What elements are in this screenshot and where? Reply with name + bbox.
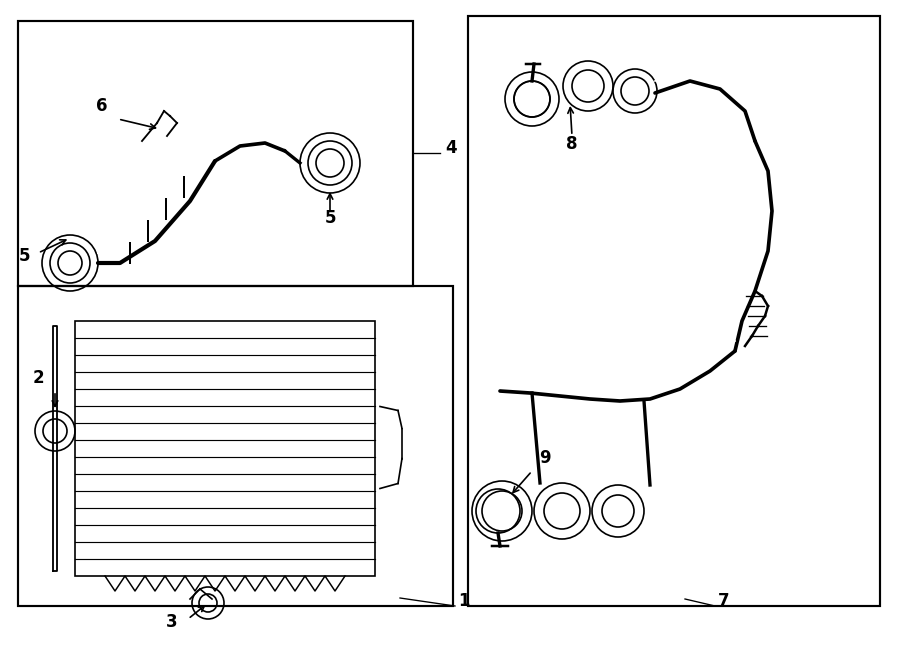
Bar bbox=[75, 321, 375, 576]
Text: 6: 6 bbox=[96, 97, 108, 115]
Text: 3: 3 bbox=[166, 613, 178, 631]
Text: 7: 7 bbox=[718, 592, 730, 610]
Text: 5: 5 bbox=[19, 247, 31, 265]
Text: 4: 4 bbox=[445, 139, 456, 157]
Bar bbox=[18, 286, 453, 606]
Bar bbox=[468, 16, 880, 606]
Text: 9: 9 bbox=[539, 449, 551, 467]
Text: 1: 1 bbox=[458, 592, 470, 610]
Text: 5: 5 bbox=[324, 209, 336, 227]
Text: 2: 2 bbox=[32, 369, 44, 387]
Text: 8: 8 bbox=[566, 135, 578, 153]
Bar bbox=[18, 21, 413, 286]
